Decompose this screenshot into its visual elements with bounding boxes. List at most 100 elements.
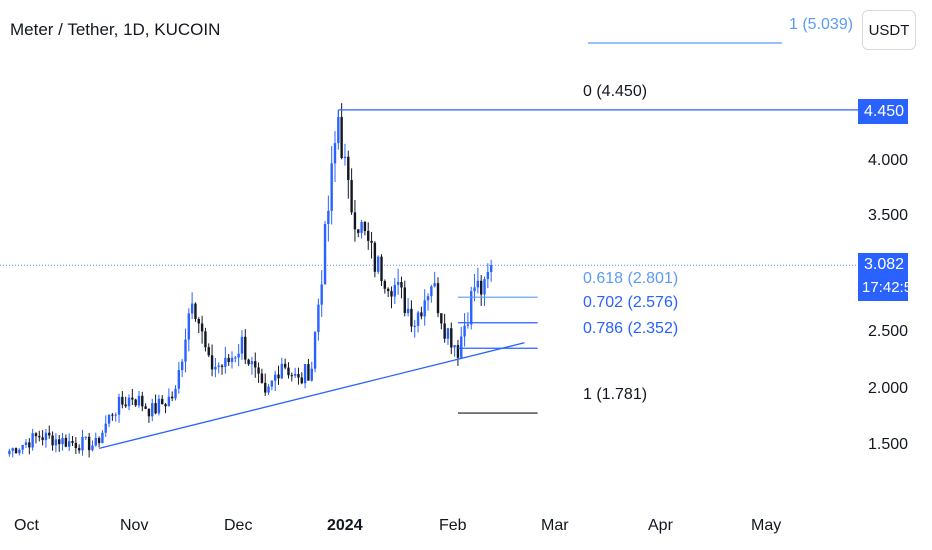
candle-up (94, 438, 97, 446)
candle-up (104, 423, 107, 433)
candle-up (460, 336, 463, 358)
candle-up (466, 324, 470, 326)
candle-up (127, 397, 131, 407)
candle-down (370, 240, 373, 243)
price-axis-tick: 4.000 (868, 152, 909, 169)
candle-down (147, 408, 151, 417)
candle-up (330, 163, 333, 211)
candle-down (264, 382, 267, 393)
candle-up (313, 332, 317, 369)
candle-down (367, 230, 370, 241)
candle-down (386, 288, 390, 292)
candle-up (416, 312, 420, 326)
candle-up (343, 156, 347, 159)
candle-up (333, 143, 337, 164)
candle-down (380, 256, 383, 282)
candle-down (300, 377, 303, 384)
candle-down (134, 399, 137, 406)
price-axis-tick: 2.000 (868, 380, 909, 397)
candle-up (483, 279, 486, 295)
fib-level-label: 1 (5.039) (789, 16, 854, 33)
candle-up (446, 328, 450, 339)
candle-down (124, 404, 127, 407)
candle-up (337, 116, 340, 144)
fib-level-label: 0 (4.450) (583, 83, 648, 100)
trendline (98, 342, 525, 450)
candle-up (11, 448, 14, 451)
candle-up (187, 313, 191, 340)
candle-down (87, 436, 91, 451)
candle-down (34, 433, 38, 437)
candle-up (273, 374, 277, 381)
candle-up (473, 287, 476, 292)
candle-up (101, 432, 104, 444)
candle-up (327, 210, 330, 224)
candle-down (436, 283, 440, 314)
candle-down (58, 439, 61, 445)
candle-down (170, 396, 174, 399)
currency-button[interactable]: USDT (862, 10, 916, 50)
candle-up (250, 361, 254, 365)
candle-down (161, 398, 164, 405)
time-axis-tick: 2024 (327, 517, 363, 534)
candle-up (117, 396, 121, 415)
candle-up (31, 433, 34, 448)
candle-down (197, 318, 200, 324)
candle-down (227, 357, 230, 363)
time-axis-tick: May (751, 517, 782, 534)
candle-up (489, 265, 493, 272)
candle-down (287, 367, 290, 376)
candle-up (376, 256, 380, 272)
candle-up (240, 336, 244, 354)
last-price-badge: 3.082 (858, 253, 908, 277)
candle-up (61, 437, 64, 445)
candle-down (64, 437, 68, 447)
candle-up (453, 345, 456, 348)
fib-level-label: 0.618 (2.801) (583, 270, 679, 287)
candle-up (310, 368, 313, 381)
candle-up (433, 283, 436, 287)
candle-up (21, 444, 24, 450)
price-axis-tick: 3.500 (868, 207, 909, 224)
candle-up (293, 374, 297, 376)
candle-up (430, 286, 433, 297)
candle-down (403, 287, 406, 313)
candle-down (164, 404, 167, 407)
candle-down (200, 323, 204, 332)
candle-up (426, 296, 430, 301)
fib-level-label: 1 (1.781) (583, 386, 648, 403)
candle-down (257, 367, 260, 374)
candle-up (476, 280, 480, 288)
candle-up (137, 395, 141, 406)
candle-down (41, 437, 44, 441)
candle-up (224, 357, 227, 367)
time-axis-tick: Nov (120, 517, 149, 534)
candle-down (254, 361, 257, 368)
candle-up (270, 380, 274, 387)
candle-down (297, 374, 300, 378)
candle-down (77, 448, 81, 451)
candle-up (174, 388, 177, 399)
candle-up (214, 366, 217, 370)
candle-down (307, 364, 310, 381)
candle-down (260, 373, 264, 383)
candle-up (180, 361, 184, 371)
candle-down (204, 331, 207, 348)
candle-down (14, 448, 18, 454)
candle-up (317, 304, 320, 333)
candle-up (107, 414, 111, 424)
candle-up (230, 357, 234, 363)
candle-down (38, 436, 41, 438)
candle-up (267, 386, 270, 393)
candle-down (357, 229, 360, 233)
candle-up (217, 365, 220, 367)
candle-up (320, 284, 323, 305)
time-axis-tick: Apr (648, 517, 673, 534)
candle-down (450, 328, 453, 348)
candle-down (220, 365, 224, 367)
time-axis-tick: Feb (439, 517, 467, 534)
candle-up (280, 363, 284, 379)
candle-down (373, 242, 377, 272)
